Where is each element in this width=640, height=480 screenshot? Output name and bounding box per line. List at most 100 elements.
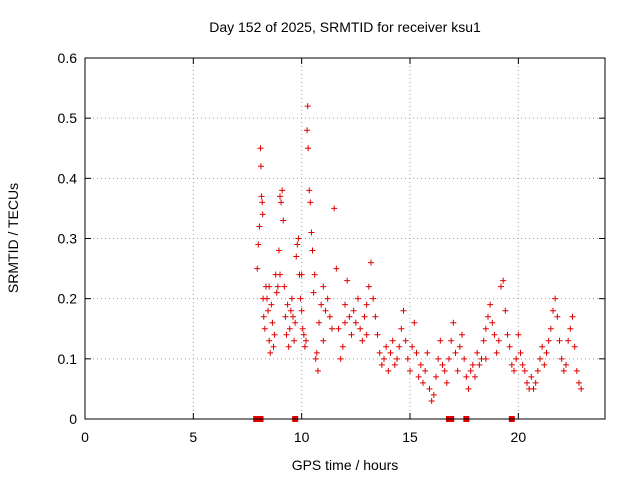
data-point [459,331,465,338]
data-point [495,337,502,344]
data-point [545,337,552,344]
data-point [337,355,344,362]
data-point [571,343,578,350]
data-point [381,355,387,362]
data-point [565,337,572,344]
data-point [357,325,364,332]
data-point [556,337,563,344]
data-point [350,307,357,314]
data-point [413,349,420,356]
data-point [335,325,342,332]
data-point [407,367,413,374]
data-point [278,199,285,206]
data-point [465,385,472,392]
data-point [255,241,262,248]
x-axis-label: GPS time / hours [292,457,399,473]
data-point [541,361,548,368]
data-point [346,313,353,320]
y-tick-label: 0.1 [58,351,78,367]
data-point [491,331,498,338]
data-point [517,349,524,356]
data-point [454,367,461,374]
data-point [550,307,556,314]
data-point [476,361,483,368]
data-point [259,199,266,206]
x-tick-label: 10 [294,429,310,445]
data-point [469,361,476,368]
data-point [282,313,289,320]
data-point [404,355,411,362]
data-point [573,367,580,374]
data-point [387,349,394,356]
data-point [515,331,522,338]
data-point [472,373,478,380]
data-point [435,355,442,362]
data-point [417,361,424,368]
data-point [342,319,348,326]
data-point [277,271,283,278]
data-point [331,205,338,212]
data-point [433,373,439,380]
data-point [493,349,500,356]
data-point [370,295,377,302]
data-point [480,337,487,344]
data-point [374,331,381,338]
data-point [424,349,431,356]
data-point [547,325,554,332]
data-point [348,331,355,338]
data-point [279,187,286,194]
data-point [291,337,298,344]
data-point [256,223,263,230]
data-point [446,355,452,362]
data-point [450,319,457,326]
data-point [524,379,530,386]
data-point [313,349,320,356]
data-point [558,355,565,362]
data-point [310,289,317,296]
data-point [274,283,281,290]
y-tick-label: 0.2 [58,291,78,307]
data-point [504,331,511,338]
data-point [258,193,265,200]
data-point [275,247,282,254]
data-point [298,307,305,314]
data-point [290,313,296,320]
data-point [502,307,509,314]
data-point [569,313,576,320]
data-point [266,337,273,344]
data-point [304,103,311,110]
data-point [530,385,537,392]
data-point [267,349,274,356]
data-point [543,349,550,356]
data-point [292,319,299,326]
data-point [300,331,307,338]
data-point [422,367,429,374]
data-point [254,265,261,272]
data-point [312,355,319,362]
data-point [352,319,359,326]
data-point [363,331,370,338]
data-point [311,271,318,278]
data-point [452,349,459,356]
y-tick-label: 0.5 [58,110,78,126]
data-point [420,379,426,386]
data-point [306,187,313,194]
data-point [554,313,561,320]
x-tick-label: 5 [189,429,197,445]
data-point [576,379,582,386]
data-point [567,325,574,332]
chart-title: Day 152 of 2025, SRMTID for receiver ksu… [209,19,481,35]
data-point [437,337,444,344]
data-point [260,313,267,320]
data-point [461,355,468,362]
y-axis-label: SRMTID / TECUs [5,183,21,293]
data-point [398,325,405,332]
data-point [307,199,314,206]
data-point [511,367,517,374]
data-point [448,337,455,344]
data-point [304,127,311,134]
data-point [389,337,396,344]
data-point [281,283,288,290]
y-tick-label: 0 [69,411,77,427]
data-point [391,361,398,368]
